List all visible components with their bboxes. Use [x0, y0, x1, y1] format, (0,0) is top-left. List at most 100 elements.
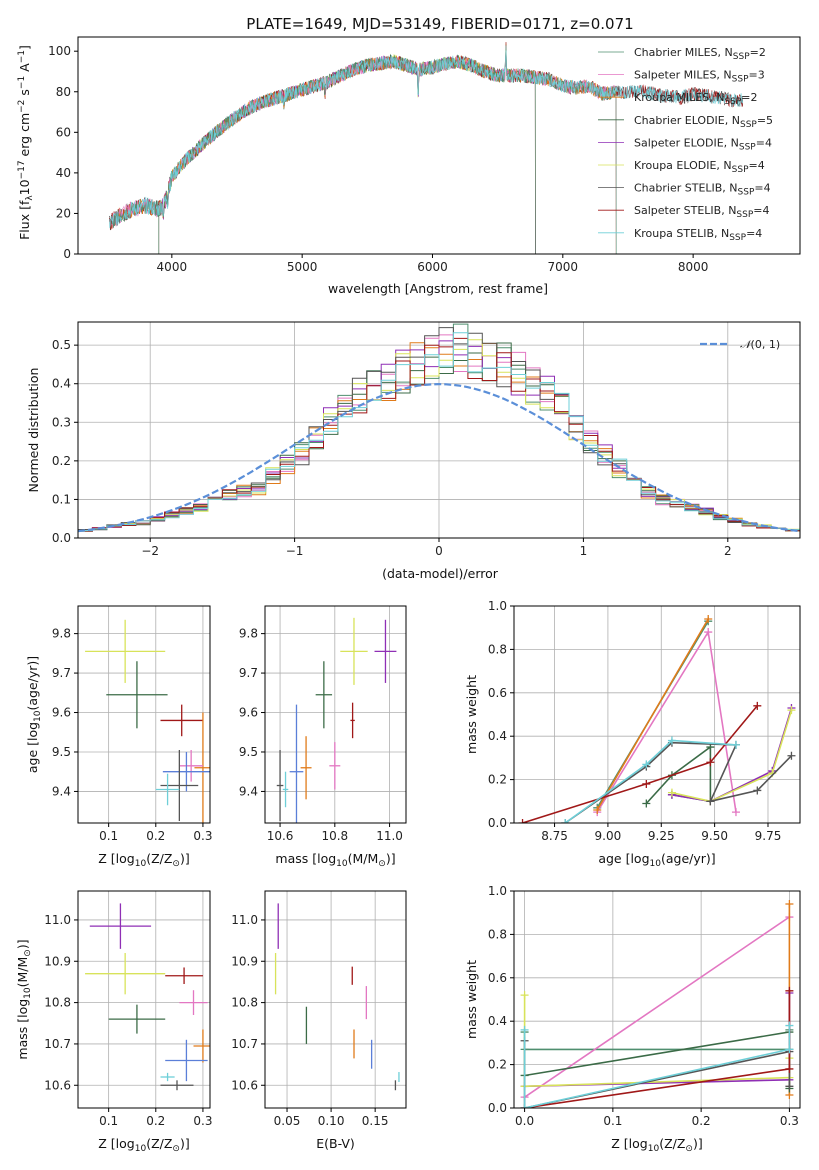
weight_vs_Z-ytick-label-2: 0.4 — [488, 1014, 507, 1028]
spectrum-ylabel-part: ] — [17, 45, 32, 50]
mass_vs_Z-ytick-label-3: 10.9 — [44, 954, 71, 968]
mass_vs_ebv-xlabel: E(B-V) — [316, 1136, 355, 1151]
spectrum-ytick-label-3: 60 — [56, 125, 71, 139]
age_vs_Z-ylabel-part: (age/yr)] — [25, 656, 40, 711]
spectrum-legend-label-8: Kroupa STELIB, NSSP=4 — [634, 227, 762, 243]
age_vs_mass-xlabel-part: )] — [386, 851, 396, 866]
residuals-xtick-label-1: −1 — [286, 544, 304, 558]
weight_vs_Z-ytick-label-5: 1.0 — [488, 884, 507, 898]
spectrum-frame — [77, 36, 801, 255]
spectrum-ylabel-part: λ — [25, 195, 35, 201]
spectrum-legend-label-7: Salpeter STELIB, NSSP=4 — [634, 204, 770, 220]
mass_vs_Z-ytick-label-2: 10.8 — [44, 996, 71, 1010]
age_vs_mass-xlabel-part: 10 — [336, 859, 348, 869]
spectrum-legend-label-2-part: SSP — [724, 97, 741, 107]
age_vs_Z-ytick-label-1: 9.5 — [52, 745, 71, 759]
spectrum-ytick-label-0: 0 — [63, 247, 71, 261]
weight_vs_age-series-7-marker-0 — [518, 819, 527, 823]
spectrum-legend-label-5: Kroupa ELODIE, NSSP=4 — [634, 159, 765, 175]
weight_vs_age-ytick-label-1: 0.2 — [488, 773, 507, 787]
weight_vs_age-xlabel-part: 10 — [650, 859, 662, 869]
spectrum-legend-label-5-part: Kroupa ELODIE, N — [634, 159, 732, 172]
age_vs_Z-ytick-label-4: 9.8 — [52, 627, 71, 641]
spectrum-legend-label-0-part: =2 — [750, 46, 766, 59]
spectrum-legend-label-1-part: Salpeter MILES, N — [634, 69, 732, 82]
mass_vs_ebv-frame — [264, 890, 407, 1109]
mass_vs_Z-xlabel-part: 10 — [135, 1144, 147, 1154]
weight_vs_Z-series-7-marker-2 — [785, 986, 794, 995]
spectrum-legend-label-0: Chabrier MILES, NSSP=2 — [634, 46, 766, 62]
weight_vs_Z-series-2-marker-1 — [785, 900, 794, 909]
residuals-xtick-label-2: 0 — [435, 544, 443, 558]
weight_vs_age-series-8-marker-2 — [667, 736, 676, 745]
weight_vs_age-series-2-marker-1 — [704, 615, 713, 624]
age_vs_Z-points — [85, 619, 210, 823]
spectrum-legend-label-0-part: Chabrier MILES, N — [634, 46, 733, 59]
residuals-legend-label-part: (0, 1) — [751, 338, 781, 351]
spectrum-legend-label-4: Salpeter ELODIE, NSSP=4 — [634, 136, 772, 152]
age_vs_Z-ylabel-part: 10 — [33, 710, 43, 722]
residuals-xtick-label-3: 1 — [580, 544, 588, 558]
weight_vs_age-series-7 — [522, 705, 758, 823]
mass_vs_Z-ylabel-part: mass [log — [15, 999, 30, 1060]
spectrum-legend-label-4-part: =4 — [756, 136, 772, 149]
age_vs_mass-xlabel-part: (M/M — [348, 851, 379, 866]
spectrum-legend-label-8-part: =4 — [746, 227, 762, 240]
spectrum-legend-label-1-part: =3 — [749, 69, 765, 82]
spectrum-legend-label-6: Chabrier STELIB, NSSP=4 — [634, 182, 771, 198]
weight_vs_age-series-5-marker-0 — [667, 788, 676, 797]
age_vs_Z-ylabel: age [log10(age/yr)] — [25, 656, 43, 773]
weight_vs_age-xlabel-part: age [log — [598, 851, 649, 866]
mass_vs_Z-frame — [77, 890, 211, 1109]
mass_vs_Z-ylabel-part: (M/M — [15, 957, 30, 988]
mass_vs_Z-xtick-label-2: 0.3 — [193, 1114, 212, 1128]
weight_vs_age-series-7-marker-1 — [642, 779, 651, 788]
weight_vs_age-ytick-label-2: 0.4 — [488, 729, 507, 743]
mass_vs_ebv-ytick-label-4: 11.0 — [231, 913, 258, 927]
mass_vs_ebv-xtick-label-0: 0.05 — [274, 1114, 301, 1128]
spectrum-xtick-label-1: 5000 — [287, 260, 318, 274]
spectrum-axes: 4000 5000 6000 7000 8000 0 20 40 60 80 100 — [48, 44, 708, 274]
spectrum-legend-label-7-part: =4 — [753, 204, 769, 217]
weight_vs_age-series-6-marker-5 — [753, 786, 762, 795]
spectrum-legend-label-8-part: SSP — [729, 233, 746, 243]
age_vs_Z-ytick-label-0: 9.4 — [52, 784, 71, 798]
residuals-ytick-label-5: 0.5 — [52, 338, 71, 352]
age_vs_mass-xtick-label-1: 10.8 — [321, 829, 348, 843]
weight_vs_Z-xlabel-part: ⊙ — [685, 1144, 693, 1154]
weight_vs_Z-xlabel-part: )] — [693, 1136, 703, 1151]
residuals-hists — [78, 323, 800, 538]
weight_vs_Z-ylabel: mass weight — [464, 960, 479, 1039]
weight_vs_age-xtick-label-3: 9.50 — [701, 829, 728, 843]
spectrum-ylabel-part: s — [17, 89, 32, 100]
mass_vs_ebv-xtick-label-2: 0.15 — [362, 1114, 389, 1128]
spectrum-ylabel: Flux [fλ10−17 erg cm−2 s−1 A−1] — [17, 45, 35, 240]
weight_vs_Z-series-8 — [523, 1025, 791, 1108]
age_vs_mass-ytick-label-4: 9.8 — [239, 627, 258, 641]
weight_vs_age-xlabel-part: (age/yr)] — [661, 851, 716, 866]
weight_vs_age-ylabel: mass weight — [464, 675, 479, 754]
age_vs_mass-ytick-label-0: 9.4 — [239, 784, 258, 798]
spectrum-legend-label-3-part: =5 — [757, 114, 773, 127]
weight_vs_Z-series-6-marker-3 — [785, 1082, 794, 1091]
spectrum-lines — [109, 41, 743, 254]
weight_vs_Z-series-8-marker-0 — [520, 1025, 529, 1034]
age_vs_mass-xlabel: mass [log10(M/M⊙)] — [275, 851, 395, 869]
spectrum-xtick-label-4: 8000 — [678, 260, 709, 274]
spectrum-legend-label-3-part: Chabrier ELODIE, N — [634, 114, 740, 127]
weight_vs_Z-series-8-marker-3 — [785, 1021, 794, 1030]
mass_vs_Z-xlabel-part: )] — [180, 1136, 190, 1151]
residuals-legend-label-part: 𝒩 — [740, 338, 754, 351]
spectrum-legend-label-3: Chabrier ELODIE, NSSP=5 — [634, 114, 773, 130]
mass_vs_ebv-xtick-label-1: 0.10 — [318, 1114, 345, 1128]
age_vs_Z-xtick-label-2: 0.3 — [193, 829, 212, 843]
mass_vs_ebv-axes: 0.05 0.10 0.15 10.6 10.7 10.8 10.9 11.0 — [231, 891, 406, 1128]
spectrum-ylabel-part: −1 — [17, 76, 27, 89]
mass_vs_ebv-ytick-label-2: 10.8 — [231, 996, 258, 1010]
weight_vs_age-series-5-marker-3 — [787, 706, 796, 715]
residuals-hist-kroupa-stelib — [78, 332, 800, 538]
age_vs_mass-ytick-label-3: 9.7 — [239, 666, 258, 680]
spectrum-ytick-label-5: 100 — [48, 44, 71, 58]
spectrum-ylabel-part: Flux [f — [17, 200, 32, 240]
